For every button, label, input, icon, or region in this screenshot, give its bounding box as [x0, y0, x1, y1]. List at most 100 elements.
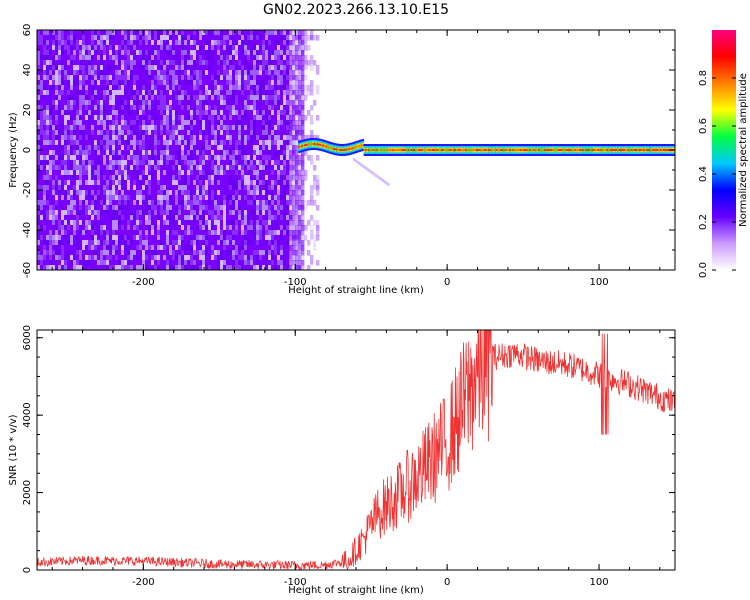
spectrogram-noise-cell — [121, 55, 125, 61]
spectrogram-noise-cell — [247, 200, 251, 206]
spectrogram-noise-cell — [286, 150, 290, 156]
spectrogram-noise-cell — [184, 225, 188, 231]
spectrogram-noise-cell — [235, 145, 239, 151]
spectrogram-noise-cell — [49, 210, 53, 220]
spectrogram-noise-cell — [157, 210, 161, 220]
spectrogram-noise-cell — [187, 160, 191, 166]
spectrogram-noise-cell — [253, 55, 257, 61]
spectrogram-noise-cell — [271, 255, 275, 261]
spectrogram-noise-cell — [40, 195, 44, 205]
spectrogram-noise-cell — [295, 220, 299, 226]
spectrogram-noise-cell — [214, 40, 218, 46]
spectrogram-noise-cell — [79, 130, 83, 136]
spectrogram-noise-cell — [157, 30, 161, 40]
spectrogram-noise-cell — [37, 55, 41, 61]
spectrogram-noise-cell — [160, 95, 164, 101]
spectrogram-noise-cell — [127, 155, 131, 161]
spectrogram-noise-cell — [211, 105, 215, 115]
spectrogram-noise-cell — [262, 250, 266, 256]
spectrogram-noise-cell — [112, 135, 116, 141]
spectrogram-noise-cell — [238, 120, 242, 126]
spectrogram-noise-cell — [163, 245, 167, 251]
spectrogram-noise-cell — [106, 255, 110, 261]
spectrogram-noise-cell — [208, 90, 212, 100]
spectrogram-noise-cell — [172, 65, 176, 71]
spectrogram-noise-cell — [178, 145, 182, 155]
spectrogram-noise-cell — [139, 125, 143, 131]
spectrogram-noise-cell — [61, 40, 65, 46]
spectrogram-noise-cell — [214, 70, 218, 76]
spectrogram-noise-cell — [55, 235, 59, 245]
spectrogram-noise-cell — [238, 190, 242, 200]
signal-band-core — [476, 149, 479, 151]
spectrogram-noise-cell — [193, 235, 197, 241]
signal-band-core — [336, 148, 339, 151]
spectrogram-noise-cell — [229, 135, 233, 141]
spectrogram-noise-cell — [139, 30, 143, 40]
spectrogram-noise-cell — [85, 95, 89, 101]
spectrogram-noise-cell — [97, 135, 101, 145]
spectrogram-noise-cell — [253, 140, 257, 146]
spectrogram-noise-cell — [61, 205, 65, 211]
spectrogram-noise-cell — [262, 70, 266, 76]
spectrogram-noise-cell — [244, 150, 248, 156]
spectrogram-noise-cell — [139, 230, 143, 236]
spectrogram-noise-cell — [217, 60, 221, 70]
spectrogram-noise-cell — [220, 185, 224, 191]
spectrogram-noise-cell — [295, 265, 299, 270]
spectrogram-noise-cell — [262, 165, 266, 171]
spectrogram-noise-cell — [286, 60, 290, 66]
spectrogram-noise-cell — [175, 55, 179, 61]
signal-band-core — [524, 149, 527, 151]
spectrogram-noise-cell — [151, 70, 155, 76]
spectrogram-noise-cell — [292, 40, 296, 46]
spectrogram-noise-cell — [181, 90, 185, 100]
spectrogram-noise-cell — [40, 145, 44, 151]
spectrogram-noise-cell — [151, 110, 155, 116]
spectrogram-noise-cell — [136, 140, 140, 146]
spectrogram-noise-cell — [190, 80, 194, 86]
spectrogram-noise-cell — [271, 110, 275, 120]
spectrogram-noise-cell — [250, 185, 254, 191]
spectrogram-noise-cell — [196, 250, 200, 260]
spectrogram-noise-cell — [235, 180, 239, 186]
spectrogram-noise-cell — [157, 110, 161, 120]
spectrogram-noise-cell — [130, 130, 134, 140]
spectrogram-noise-cell — [94, 190, 98, 200]
spectrogram-noise-cell — [304, 175, 308, 181]
spectrogram-noise-cell — [61, 100, 65, 106]
spectrogram-noise-cell — [298, 90, 302, 100]
spectrogram-noise-cell — [277, 75, 281, 81]
spectrogram-noise-cell — [145, 135, 149, 145]
spectrogram-noise-cell — [97, 120, 101, 126]
spectrogram-noise-cell — [49, 240, 53, 246]
spectrogram-noise-cell — [106, 205, 110, 211]
spectrogram-noise-cell — [316, 180, 320, 190]
spectrogram-noise-cell — [187, 250, 191, 260]
spectrogram-noise-cell — [193, 60, 197, 66]
spectrogram-noise-cell — [85, 90, 89, 96]
spectrogram-noise-cell — [118, 220, 122, 226]
spectrogram-noise-cell — [70, 55, 74, 65]
spectrogram-noise-cell — [100, 40, 104, 46]
spectrogram-noise-cell — [160, 45, 164, 51]
spectrogram-noise-cell — [292, 110, 296, 116]
spectrogram-noise-cell — [307, 35, 311, 41]
spectrogram-noise-cell — [199, 50, 203, 56]
spectrogram-noise-cell — [139, 240, 143, 250]
spectrogram-noise-cell — [109, 65, 113, 71]
spectrogram-noise-cell — [70, 35, 74, 41]
spectrogram-noise-cell — [244, 250, 248, 256]
spectrogram-noise-cell — [169, 195, 173, 201]
spectrogram-noise-cell — [142, 245, 146, 251]
spectrogram-noise-cell — [46, 110, 50, 116]
spectrogram-noise-cell — [70, 60, 74, 70]
spectrogram-noise-cell — [301, 165, 305, 171]
spectrogram-noise-cell — [94, 225, 98, 231]
spectrogram-noise-cell — [82, 180, 86, 186]
spectrogram-noise-cell — [316, 205, 320, 211]
spectrogram-noise-cell — [283, 260, 287, 266]
spectrogram-noise-cell — [64, 100, 68, 110]
spectrogram-noise-cell — [136, 75, 140, 85]
spectrogram-noise-cell — [274, 60, 278, 66]
